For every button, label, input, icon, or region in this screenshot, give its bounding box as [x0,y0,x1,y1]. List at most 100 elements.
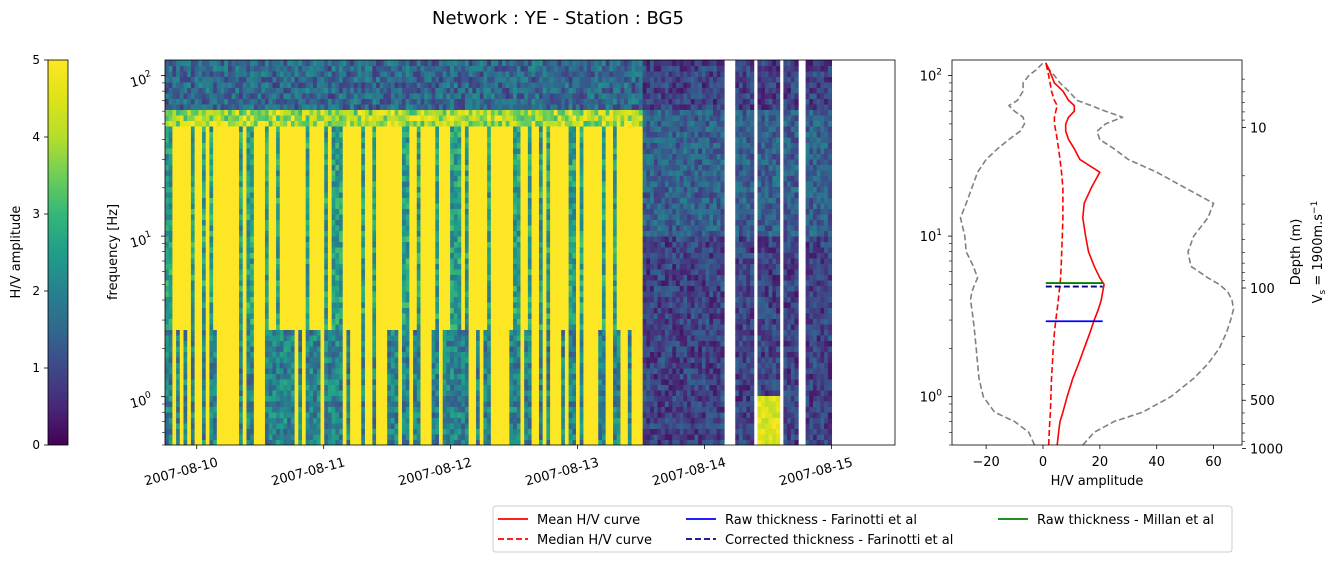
heatmap-cell [168,313,173,319]
heatmap-cell [320,291,325,297]
heatmap-cell [276,192,281,198]
heatmap-cell [168,186,173,193]
heatmap-cell [342,192,347,198]
heatmap-cell [231,346,236,352]
heatmap-cell [413,241,418,248]
heatmap-cell [320,368,325,374]
heatmap-cell [253,291,259,297]
heatmap-cell [305,170,310,176]
heatmap-cell [257,384,262,391]
heatmap-cell [342,115,347,121]
heatmap-cell [264,434,270,440]
heatmap-cell [394,175,399,182]
heatmap-cell [339,104,344,110]
heatmap-cell [165,98,170,105]
heatmap-cell [324,258,329,264]
heatmap-cell [165,329,170,336]
heatmap-cell [405,164,410,171]
heatmap-cell [350,373,355,380]
heatmap-cell [294,225,299,231]
heatmap-cell [357,175,362,182]
heatmap-cell [213,412,218,418]
heatmap-cell [376,384,381,391]
heatmap-cell [276,280,281,286]
heatmap-cell [294,164,299,171]
heatmap-cell [231,137,236,143]
heatmap-cell [342,428,347,435]
heatmap-cell [272,230,277,237]
heatmap-cell [272,401,277,407]
heatmap-cell [383,159,388,165]
heatmap-cell [372,93,377,99]
heatmap-cell [261,296,266,303]
heatmap-cell [187,296,192,303]
heatmap-cell [394,340,399,347]
heatmap-cell [209,241,214,248]
heatmap-cell [427,428,433,435]
heatmap-cell [320,313,325,319]
heatmap-cell [246,252,251,259]
heatmap-cell [168,164,173,171]
heatmap-cell [272,203,277,209]
heatmap-cell [168,428,173,435]
heatmap-cell [387,406,392,413]
heatmap-cell [165,241,170,248]
heatmap-cell [387,285,392,292]
heatmap-cell [320,439,325,445]
heatmap-cell [224,247,229,253]
heatmap-cell [335,346,340,352]
heatmap-cell [268,373,273,380]
heatmap-cell [253,203,259,209]
heatmap-cell [176,208,181,215]
heatmap-cell [213,357,218,363]
heatmap-cell [276,153,281,160]
heatmap-cell [342,296,347,303]
heatmap-cell [424,170,429,176]
heatmap-cell [398,192,403,198]
heatmap-cell [231,65,236,72]
heatmap-cell [235,351,240,358]
heatmap-cell [172,302,177,308]
heatmap-cell [224,60,229,66]
heatmap-cell [413,236,418,242]
heatmap-cell [264,423,270,429]
heatmap-cell [331,153,336,160]
heatmap-cell [257,120,262,127]
heatmap-cell [261,434,266,440]
heatmap-cell [276,208,281,215]
heatmap-cell [290,208,296,215]
heatmap-cell [227,219,233,226]
heatmap-cell [302,346,307,352]
heatmap-cell [316,428,322,435]
heatmap-cell [339,82,344,88]
heatmap-cell [353,60,359,66]
heatmap-cell [390,285,396,292]
heatmap-cell [376,318,381,325]
heatmap-cell [361,126,366,132]
heatmap-cell [298,351,303,358]
heatmap-cell [253,115,259,121]
heatmap-cell [294,219,299,226]
heatmap-cell [420,241,425,248]
heatmap-cell [324,318,329,325]
heatmap-cell [350,236,355,242]
heatmap-cell [331,351,336,358]
heatmap-cell [383,318,388,325]
heatmap-cell [276,258,281,264]
heatmap-cell [287,362,292,369]
heatmap-cell [394,131,399,138]
heatmap-cell [368,186,373,193]
heatmap-cell [350,329,355,336]
heatmap-cell [368,379,373,385]
heatmap-cell [224,197,229,204]
heatmap-cell [309,280,314,286]
heatmap-cell [239,258,244,264]
heatmap-cell [302,219,307,226]
heatmap-cell [394,109,399,116]
heatmap-cell [353,324,359,330]
heatmap-cell [194,406,199,413]
heatmap-cell [268,296,273,303]
heatmap-cell [357,104,362,110]
heatmap-cell [405,109,410,116]
heatmap-cell [364,192,370,198]
